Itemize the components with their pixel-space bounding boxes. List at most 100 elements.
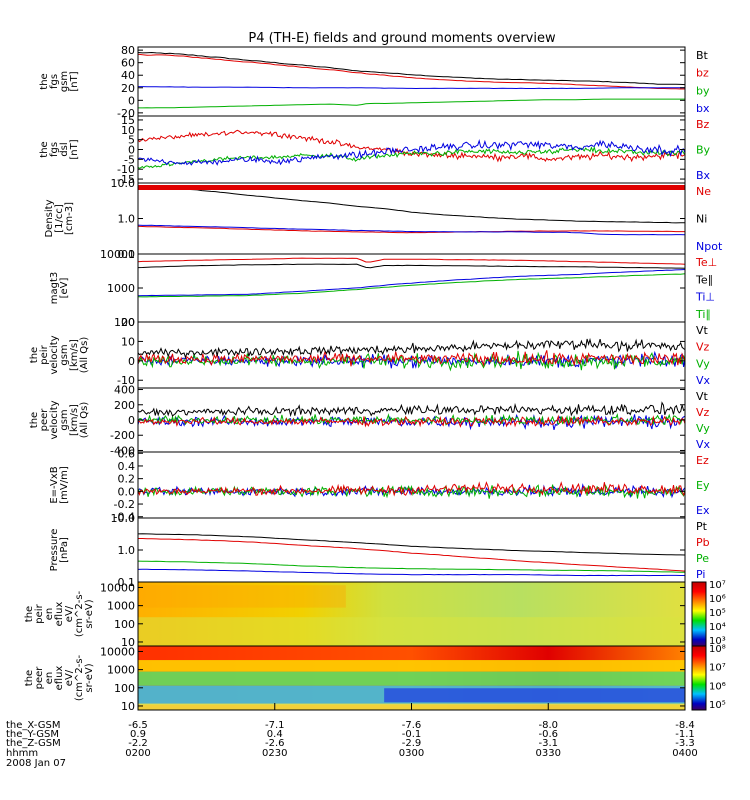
ylabel-peer_velocity: the — [29, 412, 40, 428]
spectrogram-band — [138, 660, 685, 672]
panel-peir_en_eflux: 10⁷ 10⁶ 10⁵ 10⁴ 10³ 10000 1000 100 10 the peir en ef… — [24, 580, 726, 649]
date-label: 2008 Jan 07 — [6, 758, 66, 769]
series-Bz — [137, 129, 686, 163]
colorbar-label: 10³ — [709, 636, 726, 647]
ytick-label: 0 — [128, 414, 135, 427]
legend-Vx: Vx — [696, 374, 711, 387]
spectrogram-band — [384, 688, 685, 703]
legend-Pi: Pi — [696, 568, 705, 581]
ylabel-magt3: magt3 — [49, 272, 60, 305]
ytick-label: 1000 — [107, 600, 135, 613]
ylabel-fgs_dsl: the — [39, 141, 50, 157]
series-bx — [138, 86, 686, 90]
ylabel-peir_velocity: the — [29, 347, 40, 363]
xaxis-row-value: -8.0 — [538, 720, 558, 731]
xaxis-row-value: 0230 — [262, 748, 287, 759]
ytick-label: 80 — [121, 44, 135, 57]
ytick-label: 400 — [114, 384, 135, 397]
xaxis-row-value: -6.5 — [128, 720, 148, 731]
xaxis-row-label: the_X-GSM — [6, 720, 60, 731]
colorbar-peer_en_eflux — [691, 645, 707, 711]
legend-bx: bx — [696, 102, 710, 115]
xaxis-row-label: the_Y-GSM — [6, 729, 59, 740]
ytick-label: 10 — [121, 700, 135, 713]
ytick-label: 15 — [121, 114, 135, 127]
ytick-label: 0.4 — [118, 460, 136, 473]
series-Pi — [137, 568, 685, 577]
xaxis-row-label: hhmm — [6, 748, 38, 759]
colorbar-label: 10⁵ — [709, 608, 726, 619]
xaxis-row-value: -2.9 — [402, 738, 422, 749]
series-Pb — [138, 538, 686, 572]
ytick-label: 100 — [114, 618, 135, 631]
ylabel-peir_en_eflux: eflux — [54, 602, 65, 627]
legend-Vz: Vz — [696, 341, 710, 354]
ytick-label: 1000 — [107, 664, 135, 677]
xaxis-row-value: -2.6 — [265, 738, 285, 749]
series-Pt — [137, 533, 686, 556]
ytick-label: 10000 — [100, 645, 135, 658]
ylabel-fgs_gsm: fgs — [49, 74, 60, 89]
ylabel-peir_en_eflux: eV/ — [64, 605, 75, 622]
ytick-label: 1.0 — [118, 213, 136, 226]
spectrogram-band — [138, 585, 346, 608]
legend-Pe: Pe — [696, 552, 709, 565]
xaxis-row-value: 0.4 — [267, 729, 283, 740]
colorbar-label: 10⁵ — [709, 700, 726, 711]
ytick-label: -0.4 — [114, 511, 135, 524]
colorbar-label: 10⁶ — [709, 681, 726, 692]
ytick-label: 200 — [114, 399, 135, 412]
panel-peer_en_eflux: 10⁸ 10⁷ 10⁶ 10⁵ 10000 1000 100 10 the peer en eflux… — [24, 644, 726, 713]
legend-Ey: Ey — [696, 479, 710, 492]
ylabel-density: [1/cc] — [54, 204, 65, 233]
xaxis-row-value: -0.1 — [402, 729, 422, 740]
ytick-label: 10000 — [100, 581, 135, 594]
ytick-label: -0.2 — [114, 498, 135, 511]
ylabel-fgs_dsl: [nT] — [69, 139, 80, 159]
series-Vz — [137, 414, 686, 428]
series-Ez — [137, 481, 686, 497]
legend-Ex: Ex — [696, 504, 710, 517]
ylabel-peer_en_eflux: peer — [34, 666, 45, 690]
series-By — [137, 145, 686, 170]
panel-peer_velocity: 400 200 0 -200 -400 the peer velocity gsm [km/s](… — [29, 384, 711, 458]
ytick-label: 0.2 — [118, 473, 136, 486]
ylabel-e_vxb: [mV/m] — [59, 466, 70, 504]
spectrogram-band — [138, 671, 685, 686]
legend-Bt: Bt — [696, 49, 709, 62]
panel-density: 10.0 1.0 0.1 Density [1/cc] [cm-3] Ne Ni Npot — [44, 177, 723, 261]
ylabel-peir_velocity: [km/s] — [69, 339, 80, 371]
ytick-label: 40 — [121, 69, 135, 82]
ytick-label: 10 — [121, 636, 135, 649]
legend-by: by — [696, 84, 710, 97]
xaxis-row-value: -3.1 — [538, 738, 558, 749]
legend-Bz: Bz — [696, 118, 710, 131]
ylabel-pressure: [nPa] — [59, 537, 70, 563]
series-Te⊥ — [137, 257, 686, 265]
ylabel-fgs_gsm: the — [39, 73, 50, 89]
ylabel-peer_en_eflux: (cm^2-s- — [74, 654, 85, 701]
colorbar-label: 10⁷ — [709, 580, 726, 591]
series-Ni — [138, 186, 685, 224]
spectrogram-band — [138, 617, 685, 646]
panel-e_vxb: 0.60.40.20.0-0.2-0.4 E=-VxB [mV/m] Ez Ey Ex — [49, 447, 710, 523]
legend-Pb: Pb — [696, 536, 710, 549]
legend-Ti∥: Ti∥ — [695, 308, 711, 321]
ylabel-peir_velocity: peir — [39, 344, 50, 364]
colorbar-label: 10⁶ — [709, 594, 726, 605]
xaxis-row-value: -2.2 — [128, 738, 148, 749]
colorbar-peir_en_eflux — [691, 581, 707, 647]
ylabel-peir_en_eflux: (cm^2-s- — [74, 590, 85, 637]
ylabel-peir_velocity: (All Qs) — [79, 337, 90, 374]
colorbar-label: 10⁴ — [709, 622, 726, 633]
legend-Ne: Ne — [696, 185, 711, 198]
ylabel-peer_en_eflux: eflux — [54, 666, 65, 691]
xaxis-row-label: the_Z-GSM — [6, 738, 61, 749]
legend-Ti⊥: Ti⊥ — [695, 291, 715, 304]
xaxis-row-value: 0200 — [125, 748, 150, 759]
ytick-label: -15 — [117, 173, 135, 186]
ylabel-peir_en_eflux: peir — [34, 603, 45, 623]
legend-Te⊥: Te⊥ — [695, 256, 717, 269]
series-by — [138, 98, 685, 109]
